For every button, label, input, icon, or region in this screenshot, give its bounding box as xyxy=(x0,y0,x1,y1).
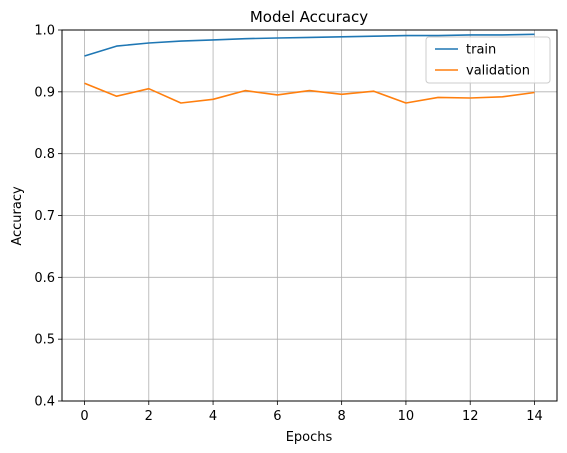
y-tick-label: 0.8 xyxy=(34,147,55,162)
x-tick-label: 14 xyxy=(526,409,543,424)
y-tick-label: 0.9 xyxy=(34,85,55,100)
x-axis-ticks: 0 2 4 6 8 10 12 14 xyxy=(80,401,543,424)
y-tick-label: 1.0 xyxy=(34,24,55,39)
y-tick-label: 0.4 xyxy=(34,395,55,410)
x-tick-label: 0 xyxy=(80,409,88,424)
y-tick-label: 0.7 xyxy=(34,209,55,224)
y-tick-label: 0.5 xyxy=(34,333,55,348)
series-line-validation xyxy=(84,82,535,104)
legend-label-validation: validation xyxy=(466,64,530,79)
x-tick-label: 8 xyxy=(338,409,346,424)
legend: train validation xyxy=(425,36,551,84)
series-lines xyxy=(84,33,535,104)
y-tick-label: 0.6 xyxy=(34,271,55,286)
chart-title: Model Accuracy xyxy=(250,8,368,26)
x-tick-label: 12 xyxy=(462,409,479,424)
x-tick-label: 4 xyxy=(209,409,217,424)
x-tick-label: 10 xyxy=(398,409,415,424)
y-axis-label: Accuracy xyxy=(10,186,25,246)
y-axis-ticks: 0.4 0.5 0.6 0.7 0.8 0.9 1.0 xyxy=(34,24,62,410)
legend-label-train: train xyxy=(466,43,496,58)
x-tick-label: 6 xyxy=(273,409,281,424)
grid-lines xyxy=(62,29,557,402)
x-tick-label: 2 xyxy=(145,409,153,424)
series-line-train xyxy=(84,33,535,57)
x-axis-label: Epochs xyxy=(286,430,333,445)
